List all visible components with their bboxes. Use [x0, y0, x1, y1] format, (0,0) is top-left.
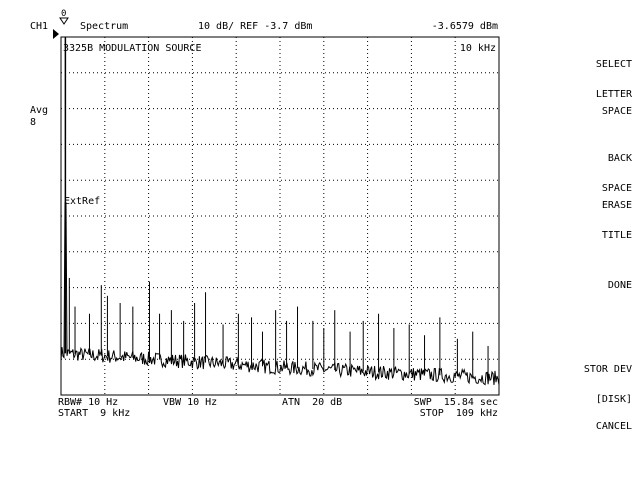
softkey-label-line2: [DISK]	[595, 394, 632, 405]
ext-ref-indicator: ExtRef	[64, 196, 101, 207]
softkey-select-letter[interactable]: SELECT LETTER	[522, 40, 632, 110]
softkey-erase-title[interactable]: ERASE TITLE	[522, 181, 632, 251]
mode-label: Spectrum	[80, 21, 129, 32]
softkey-label-line2: LETTER	[595, 89, 632, 100]
reference-marker-triangle	[53, 29, 59, 39]
stop-frequency: STOP 109 kHz	[419, 408, 498, 419]
softkey-space[interactable]: SPACE	[522, 87, 632, 147]
softkey-label-line1: STOR DEV	[583, 364, 632, 375]
avg-count: 8	[30, 117, 37, 128]
softkey-cancel[interactable]: CANCEL	[522, 402, 632, 462]
softkey-label-line1: CANCEL	[595, 421, 632, 432]
marker-value-readout: -3.6579 dBm	[431, 21, 498, 32]
spectrum-trace	[60, 36, 500, 386]
avg-label: Avg	[30, 105, 49, 116]
softkey-done[interactable]: DONE	[522, 261, 632, 321]
graticule-grid	[61, 37, 499, 395]
softkey-label-line1: DONE	[607, 280, 632, 291]
scale-ref-readout: 10 dB/ REF -3.7 dBm	[198, 21, 313, 32]
softkey-back-space[interactable]: BACK SPACE	[522, 134, 632, 204]
attenuation-readout: ATN 20 dB	[282, 397, 343, 408]
softkey-label-line1: ERASE	[601, 200, 632, 211]
rbw-readout: RBW# 10 Hz	[58, 397, 119, 408]
marker-frequency: 10 kHz	[459, 43, 496, 54]
start-frequency: START 9 kHz	[58, 408, 131, 419]
softkey-label-line1: SPACE	[601, 106, 632, 117]
graph-title: 3325B MODULATION SOURCE	[63, 43, 202, 54]
softkey-label-line1: SELECT	[595, 59, 632, 70]
marker-number: 0	[61, 9, 66, 19]
softkey-label-line2: TITLE	[601, 230, 632, 241]
marker-arrow-icon	[59, 17, 69, 25]
softkey-label-line1: BACK	[607, 153, 632, 164]
softkey-label-line2: SPACE	[601, 183, 632, 194]
noise-floor-trace	[60, 202, 500, 386]
vbw-readout: VBW 10 Hz	[163, 397, 218, 408]
channel-label[interactable]: CH1	[30, 21, 49, 32]
softkey-stor-dev[interactable]: STOR DEV [DISK]	[522, 345, 632, 415]
sweep-time-readout: SWP 15.84 sec	[413, 397, 498, 408]
